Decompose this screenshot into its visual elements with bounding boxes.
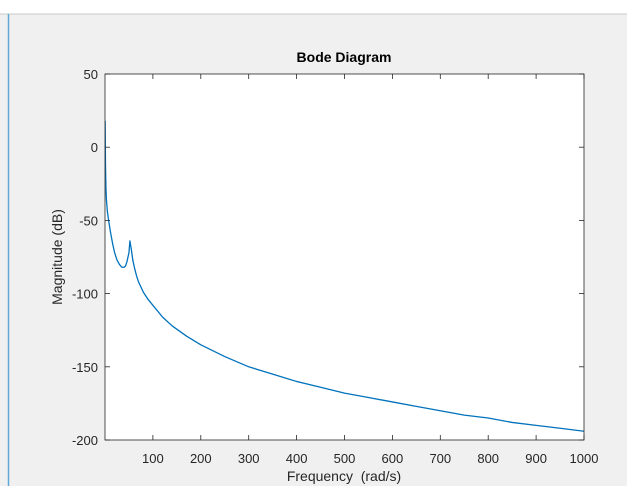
x-tick-label: 600 — [382, 451, 404, 466]
x-tick-label: 200 — [190, 451, 212, 466]
x-tick-label: 1000 — [570, 451, 599, 466]
window-top-strip — [0, 0, 627, 14]
x-tick-label: 900 — [525, 451, 547, 466]
y-tick-label: 0 — [91, 140, 98, 155]
y-tick-label: -150 — [72, 360, 98, 375]
x-tick-label: 700 — [429, 451, 451, 466]
x-tick-label: 500 — [334, 451, 356, 466]
chart-title: Bode Diagram — [297, 49, 392, 65]
x-tick-label: 800 — [477, 451, 499, 466]
y-tick-label: -200 — [72, 433, 98, 448]
plot-area — [105, 74, 584, 440]
x-tick-label: 100 — [142, 451, 164, 466]
x-tick-label: 300 — [238, 451, 260, 466]
y-tick-label: -100 — [72, 287, 98, 302]
y-tick-label: 50 — [84, 67, 98, 82]
x-axis-label: Frequency (rad/s) — [287, 468, 401, 484]
x-tick-label: 400 — [286, 451, 308, 466]
y-tick-label: -50 — [79, 213, 98, 228]
y-axis-label: Magnitude (dB) — [49, 209, 65, 305]
